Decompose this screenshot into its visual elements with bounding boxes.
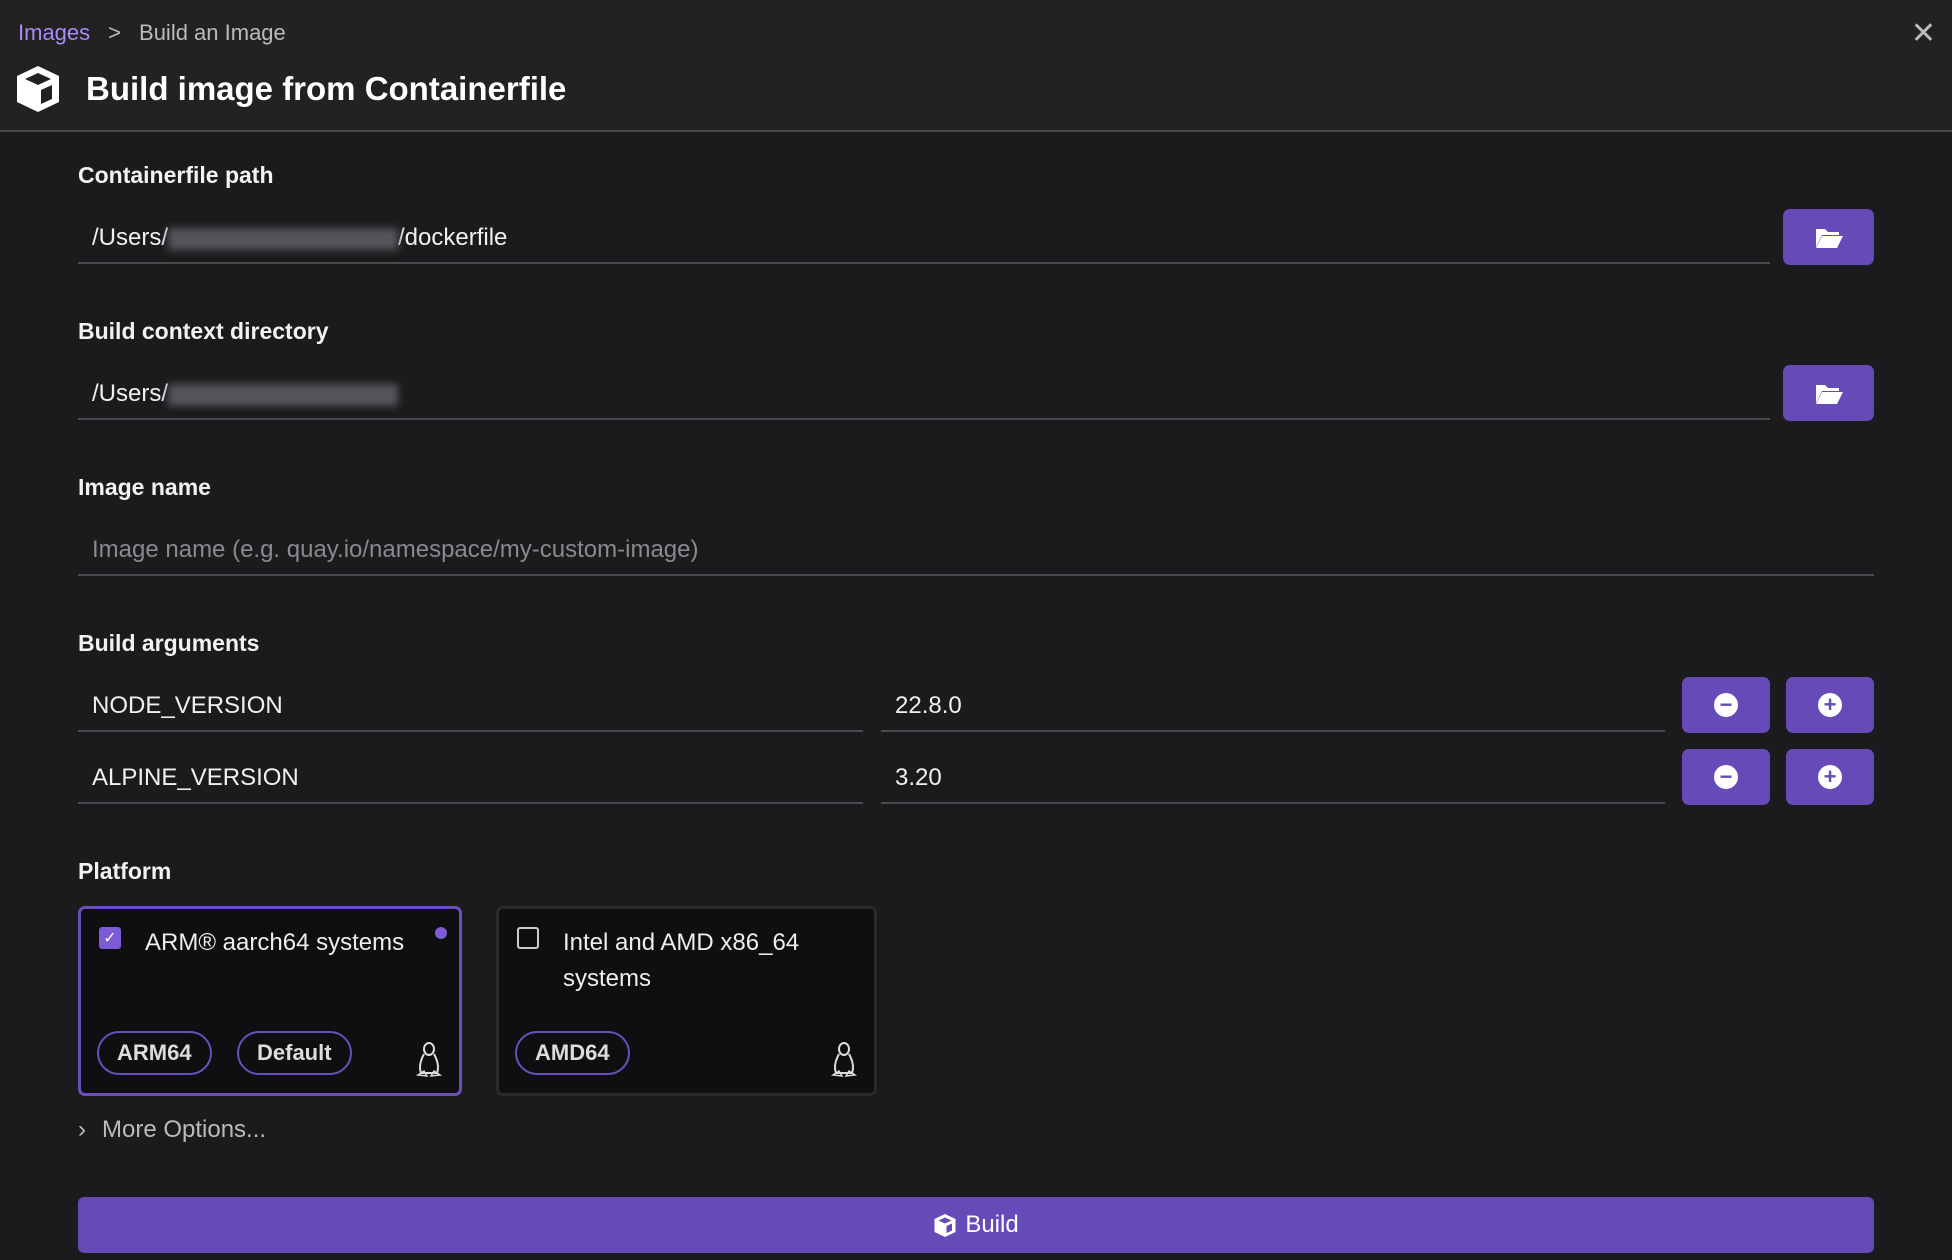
cube-icon xyxy=(934,1213,956,1237)
linux-tux-icon xyxy=(830,1042,858,1077)
more-options-toggle[interactable]: › More Options... xyxy=(78,1116,266,1144)
page-title: Build image from Containerfile xyxy=(86,70,567,107)
plus-circle-icon: + xyxy=(1818,765,1842,789)
folder-open-icon xyxy=(1815,229,1843,248)
browse-context-button[interactable] xyxy=(1783,365,1874,421)
path-suffix: /dockerfile xyxy=(398,224,508,251)
build-arg-key-input[interactable]: ALPINE_VERSION xyxy=(78,750,863,804)
breadcrumb-images-link[interactable]: Images xyxy=(18,20,91,45)
image-name-input[interactable]: Image name (e.g. quay.io/namespace/my-cu… xyxy=(78,522,1874,576)
image-name-label: Image name xyxy=(78,474,211,500)
checkbox-checked[interactable]: ✓ xyxy=(99,927,121,949)
minus-circle-icon: − xyxy=(1714,693,1738,717)
cube-icon xyxy=(17,66,59,112)
add-build-arg-button[interactable]: + xyxy=(1786,749,1874,805)
path-prefix: /Users/ xyxy=(92,380,169,407)
build-button-label: Build xyxy=(965,1211,1019,1238)
build-arg-value-input[interactable]: 22.8.0 xyxy=(881,678,1665,732)
build-arg-value-input[interactable]: 3.20 xyxy=(881,750,1665,804)
breadcrumb: Images > Build an Image xyxy=(18,20,286,46)
browse-containerfile-button[interactable] xyxy=(1783,209,1874,265)
chip-default: Default xyxy=(237,1031,352,1075)
chip-arm64: ARM64 xyxy=(97,1031,212,1075)
platform-label-text: ARM® aarch64 systems xyxy=(145,929,405,956)
build-arg-key-input[interactable]: NODE_VERSION xyxy=(78,678,863,732)
breadcrumb-separator: > xyxy=(108,20,122,45)
add-build-arg-button[interactable]: + xyxy=(1786,677,1874,733)
context-directory-input[interactable]: /Users/ xyxy=(78,366,1770,420)
close-icon[interactable]: ✕ xyxy=(1910,17,1936,50)
remove-build-arg-button[interactable]: − xyxy=(1682,677,1770,733)
context-label: Build context directory xyxy=(78,318,329,344)
chevron-right-icon: › xyxy=(78,1116,86,1143)
breadcrumb-current: Build an Image xyxy=(139,20,286,45)
platform-card-arm64[interactable]: ✓ ARM® aarch64 systems ARM64 Default xyxy=(78,906,462,1096)
plus-circle-icon: + xyxy=(1818,693,1842,717)
containerfile-path-input[interactable]: /Users/ /dockerfile xyxy=(78,210,1770,264)
linux-tux-icon xyxy=(415,1042,443,1077)
build-button[interactable]: Build xyxy=(78,1197,1874,1253)
checkbox-unchecked[interactable] xyxy=(517,927,539,949)
folder-open-icon xyxy=(1815,385,1843,404)
selected-indicator-dot xyxy=(435,927,447,939)
more-options-label: More Options... xyxy=(102,1116,267,1143)
minus-circle-icon: − xyxy=(1714,765,1738,789)
build-args-label: Build arguments xyxy=(78,630,260,656)
platform-card-amd64[interactable]: Intel and AMD x86_64 systems AMD64 xyxy=(496,906,877,1096)
remove-build-arg-button[interactable]: − xyxy=(1682,749,1770,805)
chip-amd64: AMD64 xyxy=(515,1031,630,1075)
containerfile-label: Containerfile path xyxy=(78,162,274,188)
page-header: Images > Build an Image ✕ Build image from… xyxy=(0,0,1952,132)
redacted-text xyxy=(168,383,399,406)
platform-label: Platform xyxy=(78,858,172,884)
redacted-text xyxy=(168,227,399,250)
platform-label-text: Intel and AMD x86_64 systems xyxy=(563,929,800,992)
path-prefix: /Users/ xyxy=(92,224,169,251)
